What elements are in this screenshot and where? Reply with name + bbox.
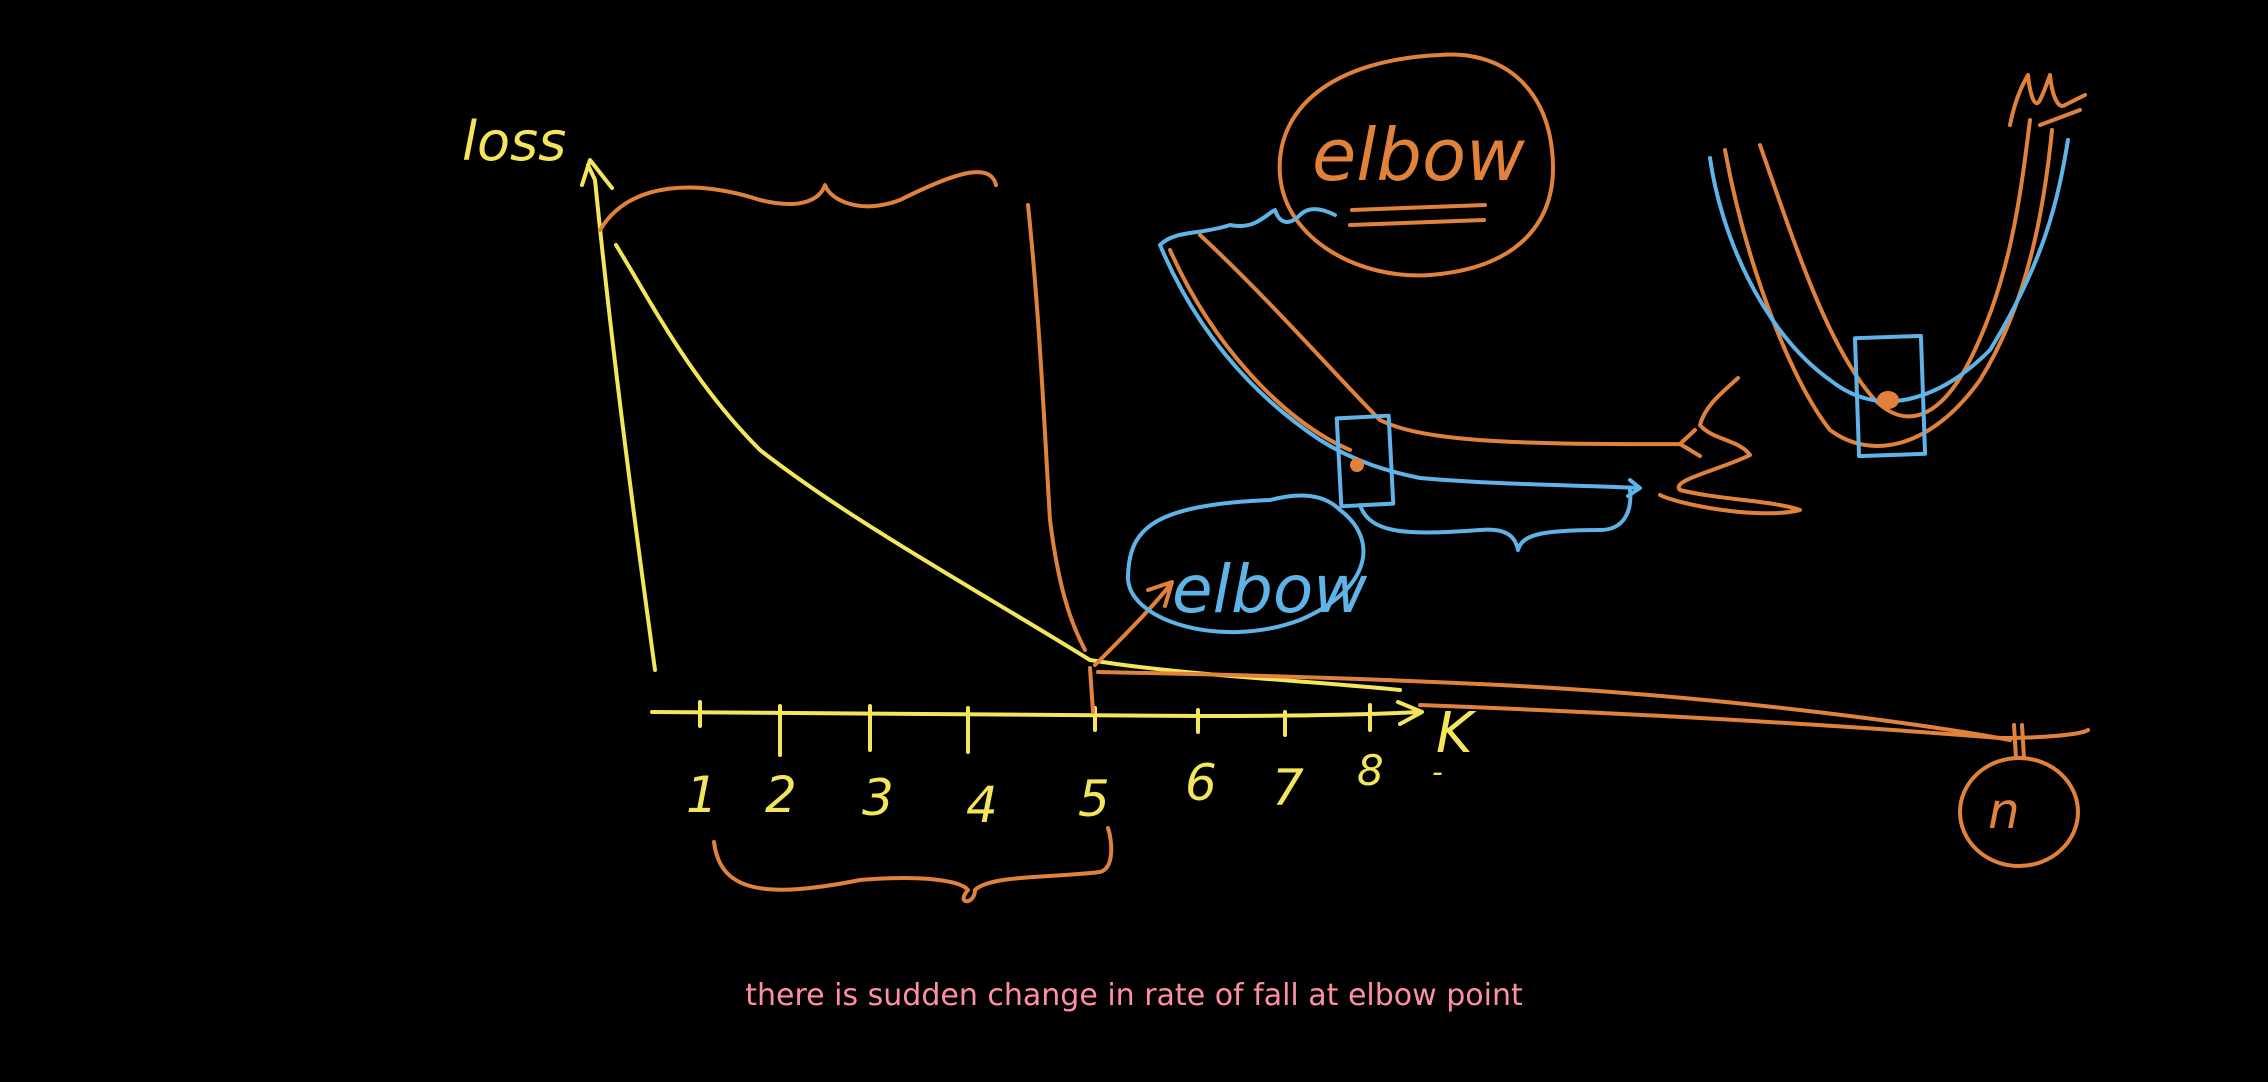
tick-label: - [1432, 755, 1443, 790]
elbow-dot [1350, 458, 1364, 472]
x-axis [650, 700, 1424, 726]
u-curve-orange-outer [1723, 128, 2054, 448]
elbow-vertical-line [1088, 666, 1095, 714]
n-arrow-line [1418, 703, 2090, 740]
tick-labels: 1 2 3 4 5 6 7 8 - [686, 746, 1443, 834]
long-flat-curve [1096, 670, 2012, 742]
elbow-top-circle [1277, 52, 1555, 278]
elbow-mid-annotation: elbow [1125, 493, 1368, 634]
tick-label: 5 [1078, 770, 1110, 828]
elbow-plot: 1 2 3 4 5 6 7 8 - loss K [462, 110, 1477, 834]
bottom-brace [712, 826, 1114, 904]
elbow-underline [1348, 203, 1487, 227]
n-tick [2012, 723, 2026, 760]
u-curve-orange-inner [1758, 118, 2032, 419]
curve-sketch-middle [1158, 207, 1802, 552]
u-highlight-box [1852, 333, 1928, 459]
elbow-mid-circle [1125, 493, 1366, 634]
elbow-top-annotation: elbow [1277, 52, 1555, 278]
u-curve-sketch [1708, 73, 2087, 459]
tick-label: 1 [686, 766, 718, 824]
x-axis-label: K [1436, 701, 1477, 766]
u-min-dot [1877, 391, 1899, 409]
elbow-mid-label: elbow [1172, 551, 1368, 628]
n-circle [1958, 756, 2080, 868]
x-ticks [698, 700, 1372, 757]
caption-text: there is sudden change in rate of fall a… [745, 978, 1523, 1013]
y-axis [580, 158, 657, 672]
u-curve-blue [1708, 138, 2070, 404]
n-label: n [1988, 782, 2020, 840]
top-brace [598, 170, 998, 232]
elbow-top-label: elbow [1312, 113, 1525, 197]
tick-label: 8 [1357, 746, 1384, 795]
blue-curly-brace [1358, 488, 1633, 552]
highlight-box [1334, 413, 1396, 509]
elbow-arrow [1093, 580, 1174, 667]
tick-label: 7 [1272, 759, 1304, 817]
u-top-scribble [2008, 73, 2087, 127]
vertical-divider-line [1026, 203, 1087, 652]
tick-label: 3 [862, 769, 894, 827]
orange-squiggle-1 [1658, 376, 1802, 516]
orange-annotations: n [598, 170, 2090, 904]
orange-curve [1168, 233, 1702, 458]
tick-label: 2 [765, 766, 797, 824]
tick-label: 4 [966, 776, 998, 834]
tick-label: 6 [1185, 754, 1217, 812]
y-axis-label: loss [462, 110, 566, 173]
